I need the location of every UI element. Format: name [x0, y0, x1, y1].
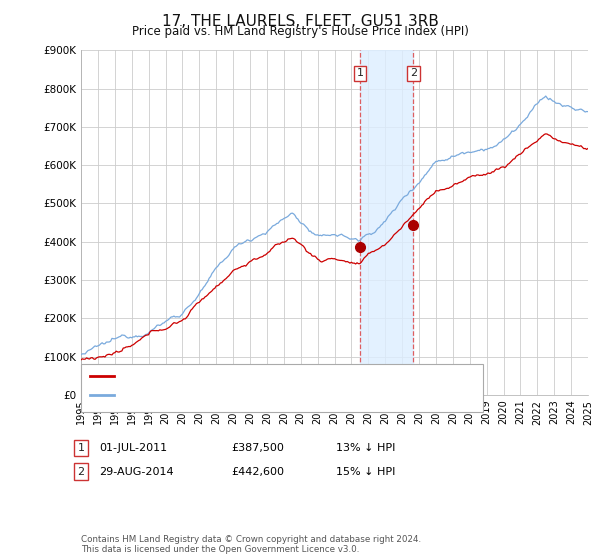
Text: 2: 2 [410, 68, 417, 78]
Bar [360, 50, 413, 395]
Text: £387,500: £387,500 [231, 443, 284, 453]
Text: 1: 1 [77, 443, 85, 453]
Text: 13% ↓ HPI: 13% ↓ HPI [336, 443, 395, 453]
Text: 2: 2 [77, 466, 85, 477]
Text: 17, THE LAURELS, FLEET, GU51 3RB: 17, THE LAURELS, FLEET, GU51 3RB [161, 14, 439, 29]
Text: 17, THE LAURELS, FLEET, GU51 3RB (detached house): 17, THE LAURELS, FLEET, GU51 3RB (detach… [118, 371, 400, 381]
Text: HPI: Average price, detached house, Hart: HPI: Average price, detached house, Hart [118, 390, 334, 400]
Text: 01-JUL-2011: 01-JUL-2011 [99, 443, 167, 453]
Text: £442,600: £442,600 [231, 466, 284, 477]
Text: 15% ↓ HPI: 15% ↓ HPI [336, 466, 395, 477]
Text: Price paid vs. HM Land Registry's House Price Index (HPI): Price paid vs. HM Land Registry's House … [131, 25, 469, 38]
Text: 1: 1 [356, 68, 364, 78]
Text: Contains HM Land Registry data © Crown copyright and database right 2024.
This d: Contains HM Land Registry data © Crown c… [81, 535, 421, 554]
Text: 29-AUG-2014: 29-AUG-2014 [99, 466, 173, 477]
